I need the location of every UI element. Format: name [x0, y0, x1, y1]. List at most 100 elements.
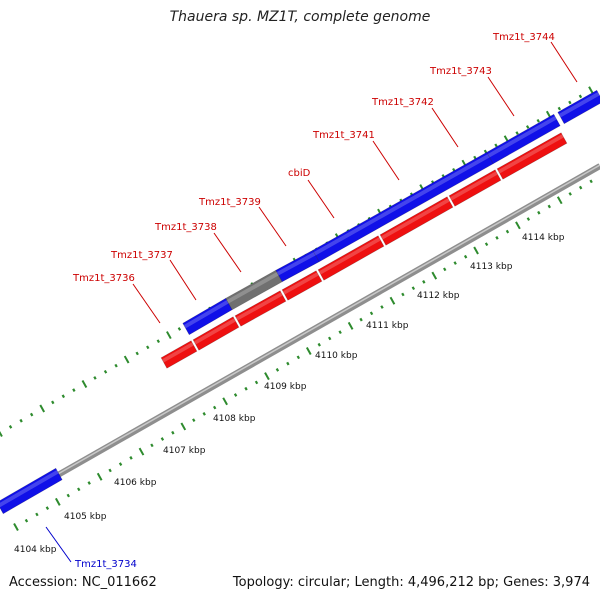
tick-mark [588, 86, 594, 95]
gene-block-reverse [317, 235, 385, 281]
scale-label: 4111 kbp [366, 321, 409, 331]
leader-line [550, 41, 578, 83]
tick-mark [19, 418, 23, 423]
leader-line [213, 232, 242, 273]
gene-highlight [226, 272, 279, 304]
gene-highlight [450, 171, 498, 201]
scale-label: 4107 kbp [163, 446, 206, 456]
inner-tick-track [13, 179, 593, 531]
tick-mark [156, 339, 160, 344]
scale-label: 4105 kbp [64, 512, 107, 522]
tick-mark [72, 388, 76, 392]
gene-block-reverse [234, 290, 287, 327]
gene-label: Tmz1t_3739 [198, 197, 261, 208]
scale-labels: 4104 kbp 4105 kbp 4106 kbp 4107 kbp 4108 kbp… [14, 233, 565, 555]
tick-mark [114, 363, 118, 368]
gene-label: Tmz1t_3738 [154, 222, 217, 233]
accession-text: Accession: NC_011662 [9, 575, 157, 590]
tick-mark [254, 380, 259, 385]
gene-block-forward [486, 113, 561, 165]
leader-line [307, 179, 335, 219]
tick-mark [244, 386, 248, 391]
tick-mark [87, 481, 91, 485]
gene-label: Tmz1t_3742 [371, 97, 434, 108]
tick-mark [578, 185, 583, 190]
tick-mark [96, 472, 103, 481]
tick-mark [380, 305, 384, 309]
tick-mark [328, 336, 332, 341]
leader-line [45, 526, 72, 563]
gene-highlight [162, 342, 194, 363]
gene-block-reverse [496, 132, 568, 180]
gene-highlight [319, 237, 381, 275]
gene-highlight [236, 292, 283, 321]
scale-label: 4104 kbp [14, 545, 57, 555]
tick-mark [103, 369, 108, 374]
tick-mark [568, 100, 572, 105]
gene-label: Tmz1t_3743 [429, 66, 492, 77]
backbone-highlight [0, 164, 600, 508]
scale-label: 4113 kbp [470, 262, 513, 272]
tick-mark [81, 380, 88, 389]
tick-mark [359, 317, 363, 322]
tick-mark [177, 327, 182, 331]
tick-mark [166, 331, 172, 340]
tick-mark [146, 345, 150, 350]
tick-mark [422, 280, 426, 284]
gene-highlight [183, 300, 229, 329]
tick-mark [8, 425, 13, 429]
tick-mark [536, 118, 540, 123]
tick-mark [484, 242, 489, 247]
leader-line [132, 283, 161, 324]
tick-mark [473, 246, 479, 255]
gene-highlight [0, 470, 59, 508]
gene-label: Tmz1t_3744 [492, 32, 555, 43]
gene-highlight [283, 272, 319, 295]
tick-mark [39, 404, 46, 413]
tick-mark [264, 372, 270, 381]
tick-mark [61, 394, 66, 399]
tick-mark [275, 368, 280, 372]
tick-mark [495, 236, 499, 240]
tick-mark [123, 355, 130, 364]
tick-mark [401, 292, 405, 297]
gene-highlight [313, 154, 490, 256]
tick-mark [171, 430, 175, 435]
gene-highlight [194, 318, 236, 345]
tick-mark [578, 94, 583, 99]
tick-mark [369, 311, 374, 316]
tick-mark [317, 342, 321, 347]
scale-label: 4109 kbp [264, 382, 307, 392]
gene-block-forward [557, 89, 600, 125]
tick-mark [180, 422, 187, 431]
tick-mark [29, 412, 34, 417]
gene-label: Tmz1t_3741 [312, 130, 375, 141]
tick-mark [525, 125, 530, 129]
tick-mark [505, 229, 510, 234]
tick-mark [45, 506, 50, 510]
tick-mark [77, 487, 81, 492]
tick-mark [537, 210, 541, 215]
gene-highlight [276, 252, 316, 276]
tick-mark [93, 376, 97, 380]
tick-mark [589, 179, 593, 184]
gene-highlight [498, 134, 564, 174]
tick-mark [160, 437, 165, 441]
gene-label: Tmz1t_3737 [110, 250, 173, 261]
tick-mark [51, 400, 55, 405]
tick-mark [494, 143, 498, 148]
leader-line [169, 259, 197, 301]
tick-mark [233, 393, 238, 397]
gene-labels: Tmz1t_3734 Tmz1t_3736 Tmz1t_3737 Tmz1t_3738… [45, 32, 578, 570]
tick-mark [212, 405, 217, 410]
tick-mark [515, 221, 521, 230]
tick-mark [515, 131, 519, 135]
tick-mark [222, 397, 228, 406]
gene-track [0, 89, 600, 515]
tick-mark [557, 106, 562, 111]
gene-highlight [487, 116, 557, 158]
tick-mark [347, 321, 354, 330]
tick-mark [443, 267, 447, 272]
scale-label: 4110 kbp [315, 351, 358, 361]
gene-block-reverse [192, 316, 240, 351]
